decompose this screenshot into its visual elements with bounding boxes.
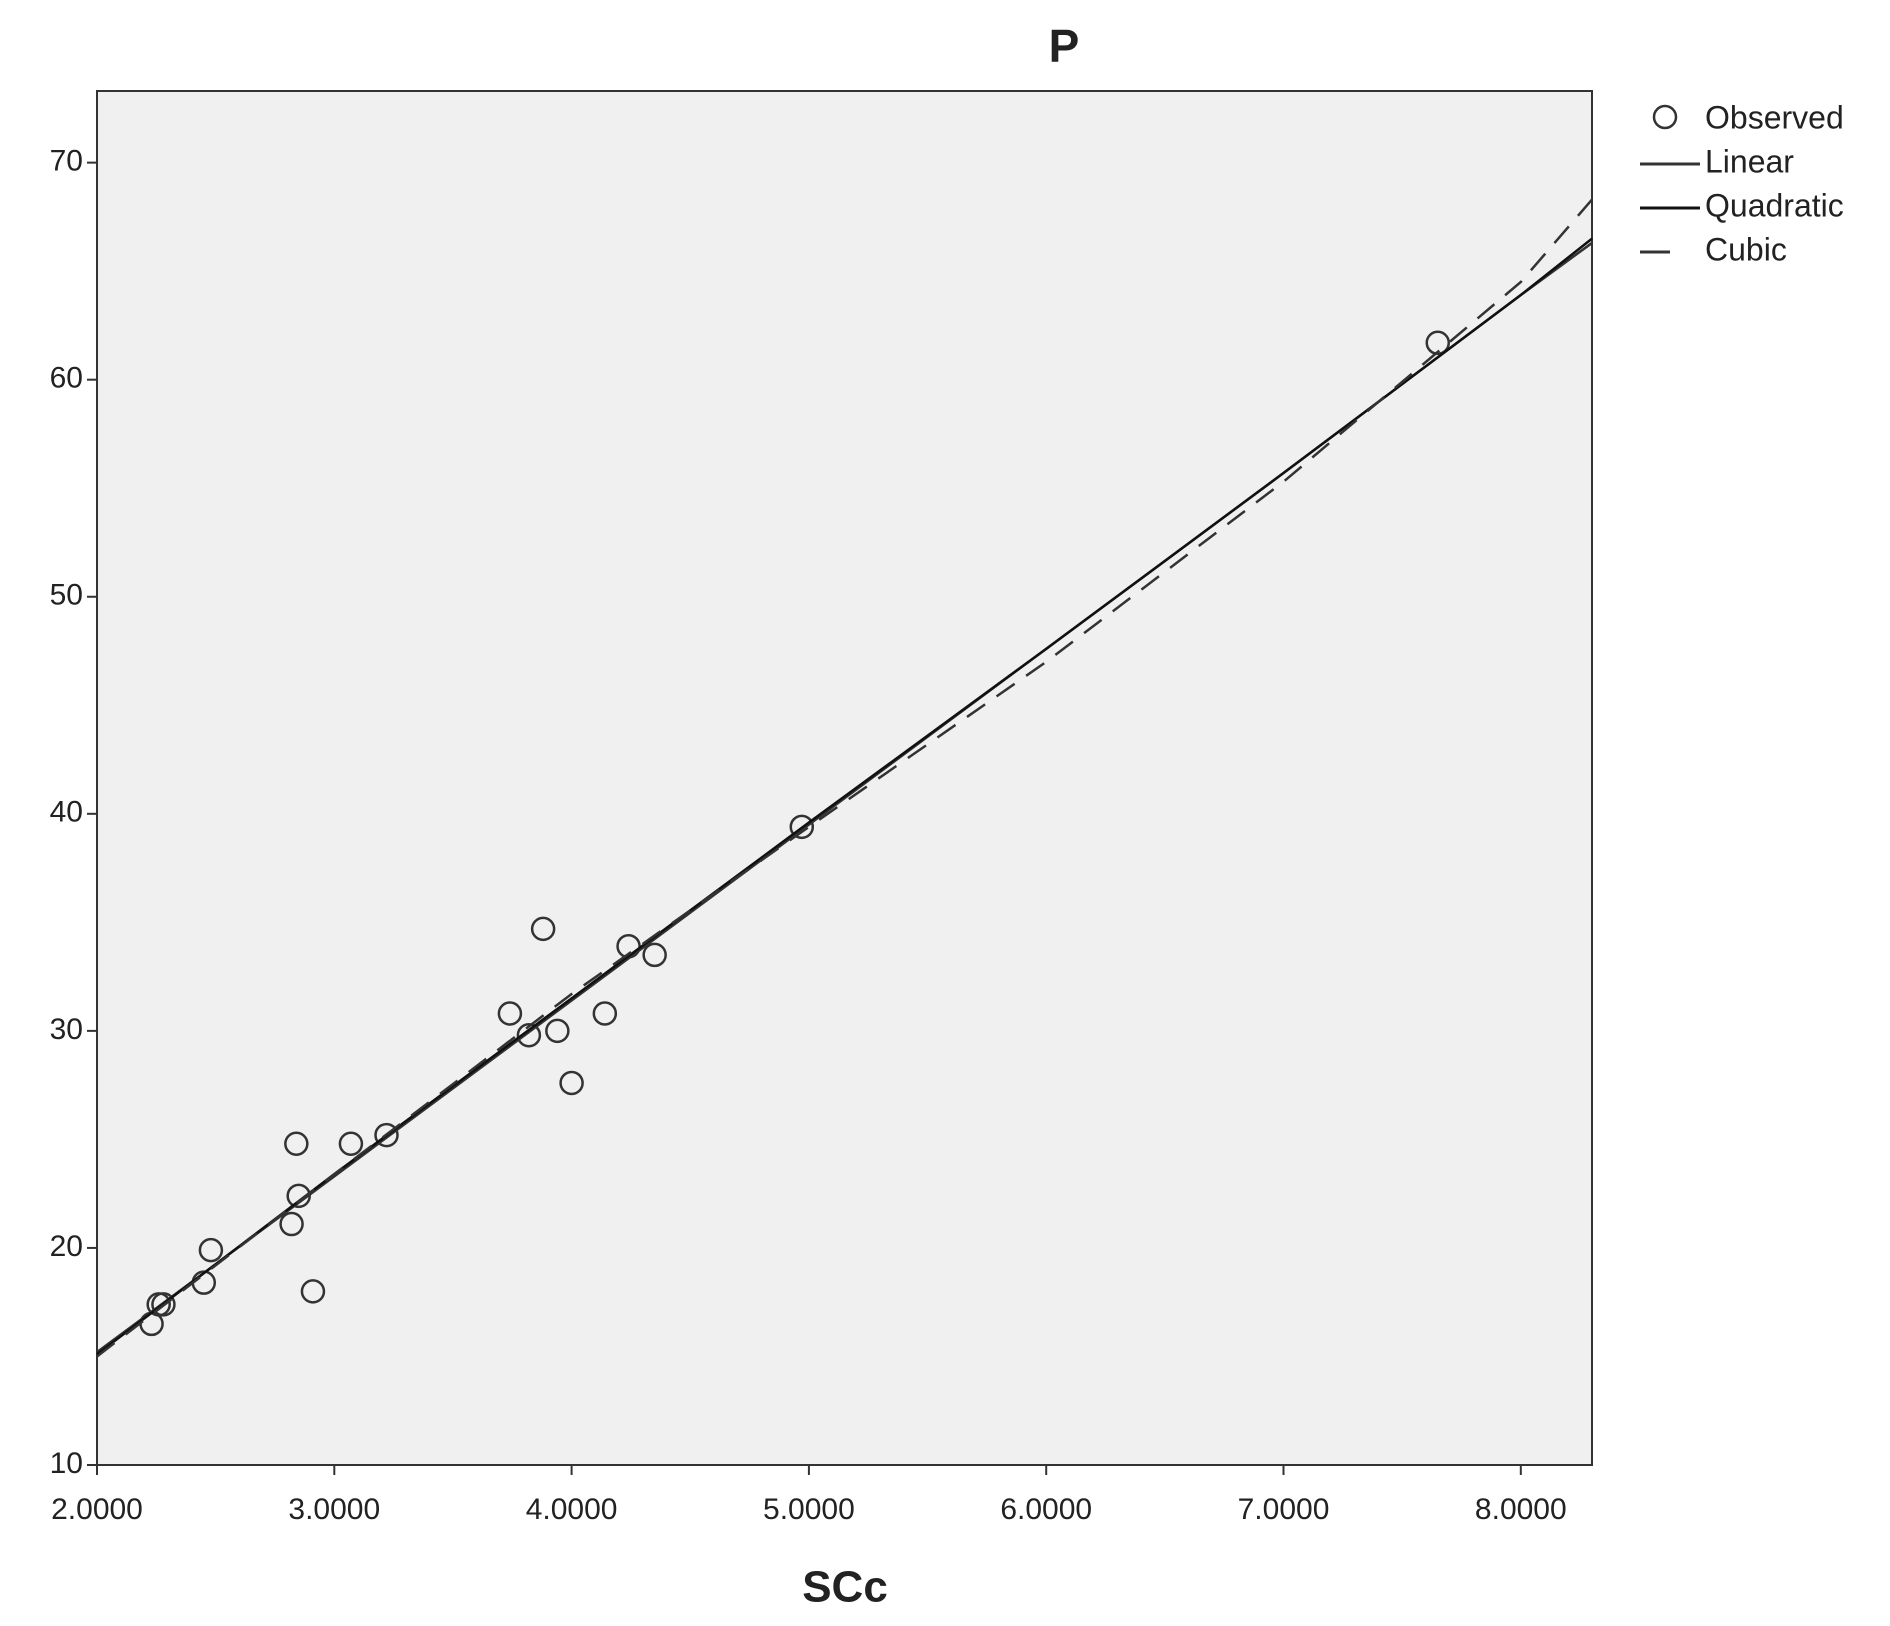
- legend-label: Cubic: [1705, 231, 1787, 267]
- data-point: [300, 1279, 326, 1304]
- data-point: [530, 916, 556, 942]
- data-point: [198, 1237, 224, 1263]
- x-tick-label: 5.0000: [763, 1493, 855, 1526]
- x-axis-label: SCc: [802, 1563, 888, 1612]
- x-tick-label: 3.0000: [288, 1493, 380, 1526]
- y-tick-label: 40: [50, 796, 83, 829]
- y-tick-label: 30: [50, 1013, 83, 1046]
- data-point: [559, 1070, 584, 1096]
- data-point: [516, 1022, 542, 1048]
- data-point: [592, 1001, 618, 1026]
- data-point: [374, 1122, 399, 1148]
- x-tick-label: 7.0000: [1238, 1493, 1330, 1526]
- data-point: [789, 814, 815, 840]
- data-point: [151, 1292, 176, 1317]
- data-point: [284, 1131, 309, 1156]
- data-point: [545, 1018, 570, 1044]
- data-point: [642, 942, 667, 968]
- legend-marker: [1652, 104, 1678, 130]
- y-tick-label: 60: [50, 362, 83, 395]
- chart-title: P: [1049, 20, 1080, 72]
- legend-label: Quadratic: [1705, 187, 1844, 223]
- x-tick-label: 8.0000: [1475, 1493, 1567, 1526]
- x-tick-label: 6.0000: [1000, 1493, 1092, 1526]
- x-tick-label: 4.0000: [526, 1493, 618, 1526]
- y-tick-label: 20: [50, 1230, 83, 1263]
- data-point: [1425, 330, 1451, 356]
- data-point: [279, 1211, 304, 1237]
- fit-line: [96, 198, 1593, 1358]
- x-tick-label: 2.0000: [51, 1493, 143, 1526]
- plot-area: [96, 90, 1593, 1466]
- legend-label: Linear: [1705, 143, 1794, 179]
- y-tick-label: 70: [50, 145, 83, 178]
- fit-line: [96, 237, 1593, 1356]
- y-tick-label: 50: [50, 579, 83, 612]
- data-point: [338, 1131, 364, 1156]
- y-tick-label: 10: [50, 1447, 83, 1480]
- legend-label: Observed: [1705, 99, 1844, 135]
- data-point: [497, 1001, 523, 1026]
